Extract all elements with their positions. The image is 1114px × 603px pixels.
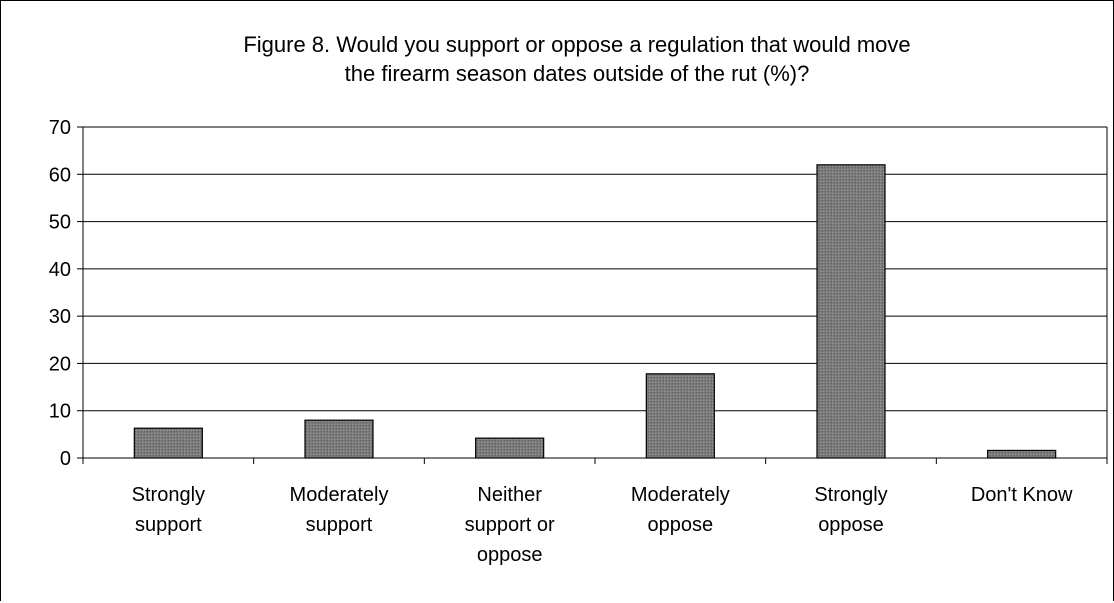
bar xyxy=(816,164,886,459)
x-category-label: Strongly xyxy=(132,484,205,506)
bar xyxy=(987,449,1057,459)
chart-title-line-1: Figure 8. Would you support or oppose a … xyxy=(243,32,910,57)
plot-area: 0 10 20 30 40 50 60 70 Strongly support Moderately… xyxy=(49,117,1108,566)
y-tick-label: 40 xyxy=(49,259,71,281)
y-tick-label: 20 xyxy=(49,353,71,375)
chart-title-line-2: the firearm season dates outside of the … xyxy=(345,61,810,86)
y-tick-label: 0 xyxy=(60,448,71,470)
x-category-label: Neither xyxy=(477,484,542,506)
x-category-label: support or xyxy=(465,514,555,536)
x-category-label: oppose xyxy=(818,514,884,536)
x-category-label: support xyxy=(135,514,202,536)
x-category-label: oppose xyxy=(648,514,714,536)
x-category-label: Strongly xyxy=(814,484,887,506)
x-category-label: oppose xyxy=(477,544,543,566)
bar xyxy=(304,419,374,459)
x-category-label: support xyxy=(306,514,373,536)
y-tick-label: 60 xyxy=(49,164,71,186)
x-category-label: Don't Know xyxy=(971,484,1073,506)
x-category-label: Moderately xyxy=(290,484,389,506)
bar xyxy=(133,427,203,459)
x-category-label: Moderately xyxy=(631,484,730,506)
y-tick-label: 70 xyxy=(49,117,71,139)
bar xyxy=(645,373,715,459)
y-tick-label: 10 xyxy=(49,401,71,423)
bar xyxy=(475,437,545,459)
y-tick-label: 50 xyxy=(49,212,71,234)
y-tick-label: 30 xyxy=(49,306,71,328)
